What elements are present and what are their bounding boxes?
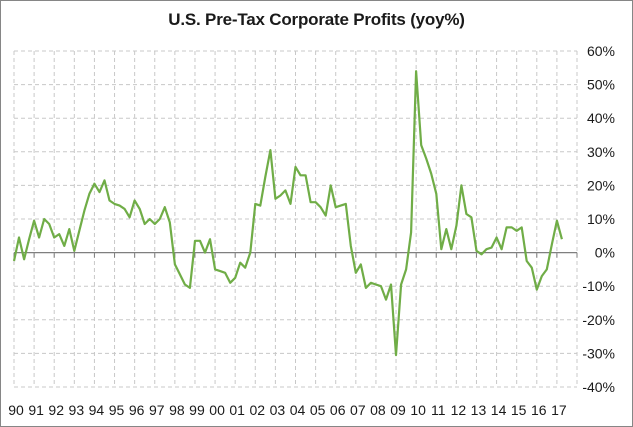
x-tick-label: 04 — [290, 402, 306, 418]
x-tick-label: 03 — [270, 402, 286, 418]
y-tick-label: 60% — [587, 43, 615, 59]
y-tick-label: 50% — [587, 77, 615, 93]
x-tick-label: 99 — [189, 402, 205, 418]
zero-axis — [13, 252, 578, 258]
x-tick-label: 17 — [551, 402, 567, 418]
x-tick-label: 94 — [89, 402, 105, 418]
y-tick-label: -30% — [582, 345, 615, 361]
x-tick-label: 92 — [48, 402, 64, 418]
x-tick-label: 07 — [350, 402, 366, 418]
x-tick-label: 12 — [451, 402, 467, 418]
y-tick-label: 30% — [587, 144, 615, 160]
chart-title: U.S. Pre-Tax Corporate Profits (yoy%) — [168, 10, 465, 29]
x-tick-label: 10 — [410, 402, 426, 418]
x-tick-label: 08 — [370, 402, 386, 418]
x-tick-label: 06 — [330, 402, 346, 418]
x-tick-label: 97 — [149, 402, 165, 418]
x-tick-label: 96 — [129, 402, 145, 418]
x-tick-label: 01 — [229, 402, 245, 418]
y-tick-label: -10% — [582, 278, 615, 294]
x-tick-label: 90 — [8, 402, 24, 418]
y-axis-tick-labels: 60% 50% 40% 30% 20% 10% 0% -10% -20% -30% -40% — [582, 43, 615, 395]
y-tick-label: -40% — [582, 379, 615, 395]
x-tick-label: 91 — [28, 402, 44, 418]
x-tick-label: 00 — [209, 402, 225, 418]
y-tick-label: 20% — [587, 177, 615, 193]
x-tick-label: 05 — [310, 402, 326, 418]
x-axis-tick-labels: 90 91 92 93 94 95 96 97 98 99 00 01 02 03 04 05 06 07 08 09… — [8, 402, 567, 418]
x-tick-label: 02 — [249, 402, 265, 418]
x-tick-label: 93 — [69, 402, 85, 418]
x-tick-label: 15 — [511, 402, 527, 418]
y-tick-label: 10% — [587, 211, 615, 227]
x-tick-label: 11 — [431, 402, 446, 418]
series-group — [12, 70, 563, 357]
x-tick-label: 95 — [109, 402, 125, 418]
y-tick-label: 0% — [595, 245, 615, 261]
y-tick-label: 40% — [587, 110, 615, 126]
x-tick-label: 16 — [531, 402, 547, 418]
series-line — [12, 70, 563, 357]
grid-lines — [13, 50, 578, 388]
x-tick-label: 13 — [471, 402, 487, 418]
x-tick-label: 09 — [390, 402, 406, 418]
x-tick-label: 98 — [169, 402, 185, 418]
y-tick-label: -20% — [582, 312, 615, 328]
x-tick-label: 14 — [491, 402, 507, 418]
